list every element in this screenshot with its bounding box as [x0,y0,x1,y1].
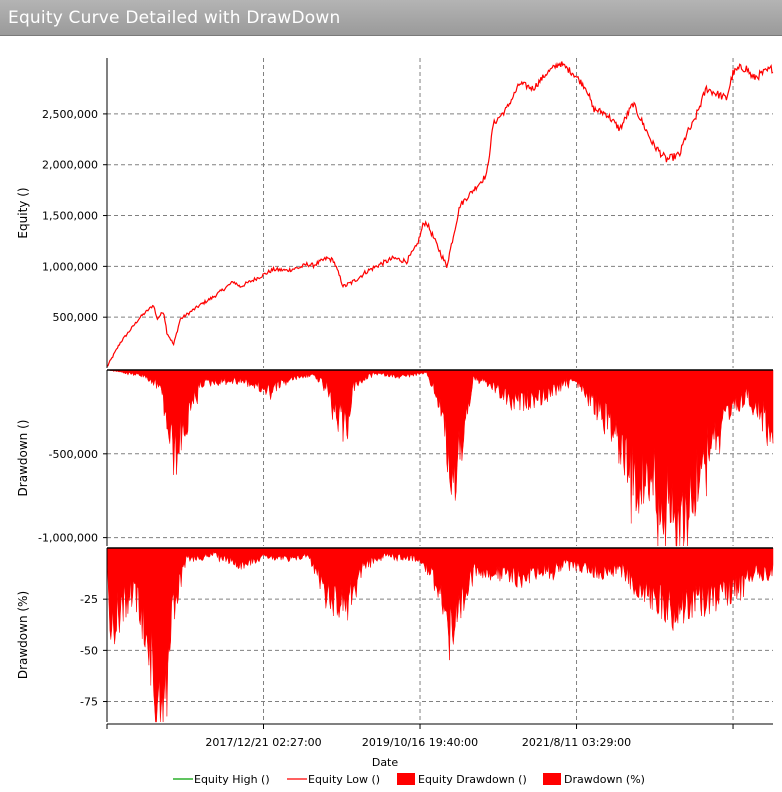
y-tick-label: 1,500,000 [42,210,98,223]
equity-drawdown-chart: 500,000 1,000,000 1,500,000 2,000,000 2,500,… [16,58,774,786]
x-tick-label: 2019/10/16 19:40:00 [362,736,478,749]
equity-drawdown-area [106,369,774,547]
legend-label: Equity Drawdown () [418,773,527,786]
y-axis-title: Drawdown (%) [16,591,30,679]
drawdown-pct-area [106,547,774,723]
y-axis-title: Equity () [16,187,30,238]
y-tick-label: -25 [80,593,98,606]
y-tick-label: -50 [80,644,98,657]
window-title-bar: Equity Curve Detailed with DrawDown [0,0,782,36]
y-tick-label: 2,500,000 [42,108,98,121]
legend-label: Equity Low () [308,773,380,786]
y-tick-label: -500,000 [49,448,98,461]
x-axis-title: Date [372,756,399,769]
y-tick-label: 500,000 [53,311,99,324]
y-tick-label: 1,000,000 [42,260,98,273]
y-tick-label: -1,000,000 [38,532,98,545]
legend-label: Drawdown (%) [564,773,645,786]
window-title: Equity Curve Detailed with DrawDown [8,8,341,28]
equity-low-line [106,61,774,368]
y-tick-label: -75 [80,696,98,709]
y-tick-label: 2,000,000 [42,159,98,172]
legend-swatch-area [397,773,415,785]
x-tick-label: 2017/12/21 02:27:00 [205,736,321,749]
x-tick-label: 2021/8/11 03:29:00 [522,736,631,749]
legend-label: Equity High () [194,773,270,786]
legend-swatch-area [543,773,561,785]
y-axis-title: Drawdown () [16,420,30,497]
